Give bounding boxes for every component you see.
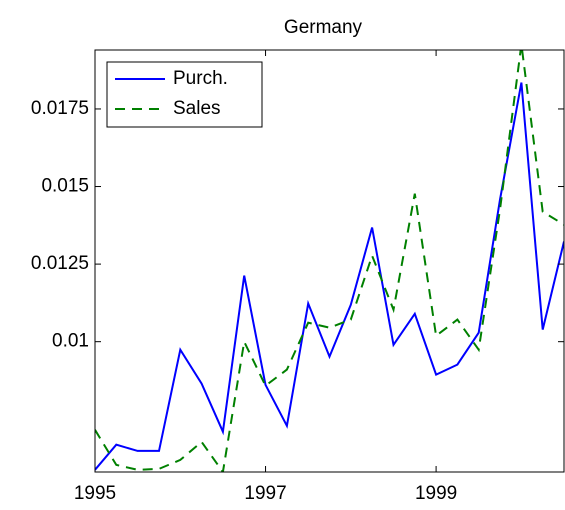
x-tick-label: 1995 [74,483,116,504]
y-tick-label: 0.0125 [31,253,89,274]
axes-frame [94,49,565,473]
line-series [95,50,564,472]
line-series [95,82,564,471]
y-tick-label: 0.0175 [31,98,89,119]
y-tick-label: 0.015 [41,176,89,197]
legend-label: Purch. [173,68,228,89]
chart-title: Germany [284,17,363,38]
y-tick-label: 0.01 [52,331,89,352]
plot-area [95,50,564,472]
legend-box [106,61,263,128]
x-tick-label: 1999 [415,483,457,504]
legend-label: Sales [173,98,221,119]
x-tick-label: 1997 [244,483,286,504]
